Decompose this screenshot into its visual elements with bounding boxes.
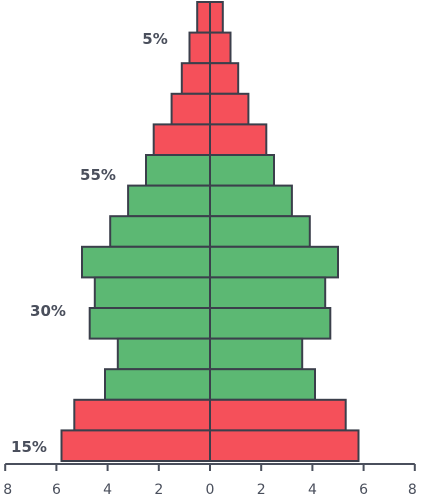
bar-right-row-15 [210,430,359,461]
bar-left-row-3 [182,63,210,94]
x-tick-label-5: 2 [257,482,266,498]
bar-left-row-9 [82,247,210,278]
bar-left-row-11 [90,308,210,339]
bar-right-row-5 [210,124,266,155]
x-axis: 8 6 4 2 0 2 4 6 8 [3,464,417,498]
bar-right-row-9 [210,247,338,278]
group-label-15pct: 15% [11,438,47,456]
x-tick-label-0: 8 [3,482,12,498]
x-tick-label-4: 0 [206,482,215,498]
bar-left-row-7 [128,186,210,217]
bar-right-row-14 [210,400,346,431]
bar-right-row-11 [210,308,330,339]
bar-right-row-4 [210,94,248,125]
group-label-30pct: 30% [30,302,66,320]
bar-right-row-13 [210,369,315,400]
bar-right-row-12 [210,339,302,370]
bar-left-row-1 [197,2,210,33]
bar-left-row-14 [74,400,210,431]
bar-left-row-10 [95,277,210,308]
bar-left-row-12 [118,339,210,370]
bar-left-row-4 [172,94,210,125]
bar-right-row-8 [210,216,310,247]
bar-right-row-2 [210,33,231,64]
bars-group [62,2,359,461]
x-tick-label-1: 6 [52,482,61,498]
bar-right-row-7 [210,186,292,217]
bar-right-row-10 [210,277,325,308]
x-tick-label-3: 2 [154,482,163,498]
bar-left-row-15 [62,430,211,461]
bar-left-row-13 [105,369,210,400]
x-tick-label-6: 4 [308,482,317,498]
x-tick-label-2: 4 [103,482,112,498]
group-label-55pct: 55% [80,166,116,184]
bar-right-row-1 [210,2,223,33]
bar-right-row-6 [210,155,274,186]
bar-left-row-5 [154,124,210,155]
bar-right-row-3 [210,63,238,94]
bar-left-row-2 [190,33,211,64]
bar-left-row-8 [110,216,210,247]
x-tick-label-7: 6 [359,482,368,498]
bar-left-row-6 [146,155,210,186]
group-label-5pct: 5% [142,30,167,48]
x-tick-label-8: 8 [408,482,417,498]
